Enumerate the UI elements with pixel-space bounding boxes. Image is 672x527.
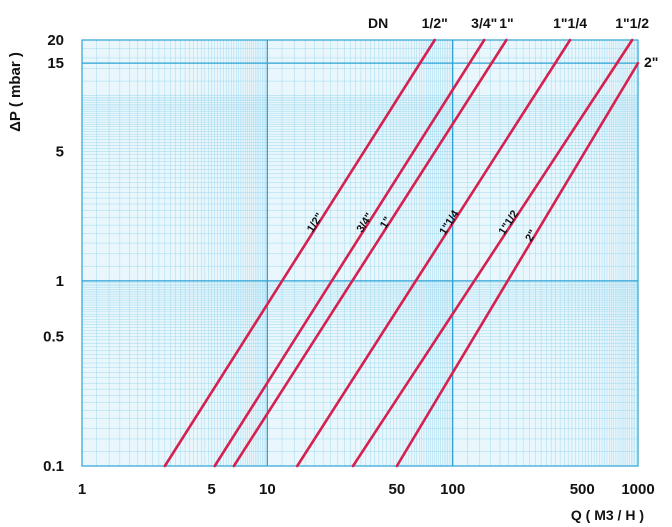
series-line-label-5: 2" [523, 228, 539, 244]
x-tick-label-6: 1000 [621, 481, 654, 498]
x-axis-label: Q ( M3 / H ) [571, 507, 644, 523]
dn-legend: DN 1/2" 3/4" 1" 1"1/4 1"1/2 2" [368, 15, 658, 70]
x-tick-label-0: 1 [78, 481, 86, 498]
x-tick-label-5: 500 [570, 481, 595, 498]
x-tick-label-1: 5 [207, 481, 215, 498]
dn-legend-entry-0: 1/2" [422, 15, 448, 31]
plot-background [82, 40, 638, 466]
dn-legend-entry-4: 1"1/2 [615, 15, 649, 31]
series-lines [163, 38, 640, 468]
y-axis-label: ΔP ( mbar ) [7, 52, 24, 132]
y-tick-label-1: 0.5 [43, 329, 64, 346]
y-tick-label-5: 20 [47, 32, 64, 49]
x-tick-label-2: 10 [259, 481, 276, 498]
series-line-0 [163, 38, 437, 468]
series-line-3 [295, 38, 572, 468]
y-tick-label-0: 0.1 [43, 458, 64, 475]
x-tick-label-3: 50 [389, 481, 406, 498]
series-line-2 [232, 38, 508, 468]
dn-legend-entry-1: 3/4" [471, 15, 497, 31]
x-tick-labels: 1 5 10 50 100 500 1000 [78, 481, 655, 498]
y-tick-label-3: 5 [56, 143, 64, 160]
dn-legend-entry-5: 2" [644, 54, 658, 70]
series-line-4 [351, 38, 634, 468]
major-grid [82, 40, 638, 466]
series-line-5 [395, 61, 640, 468]
dn-legend-title: DN [368, 15, 388, 31]
y-tick-label-2: 1 [56, 273, 64, 290]
dn-legend-entry-2: 1" [499, 15, 513, 31]
series-line-1 [213, 38, 486, 468]
plot-border [81, 39, 639, 467]
y-tick-label-4: 15 [47, 55, 64, 72]
x-tick-label-4: 100 [440, 481, 465, 498]
dn-legend-entry-3: 1"1/4 [553, 15, 587, 31]
series-line-label-2: 1" [378, 215, 394, 231]
